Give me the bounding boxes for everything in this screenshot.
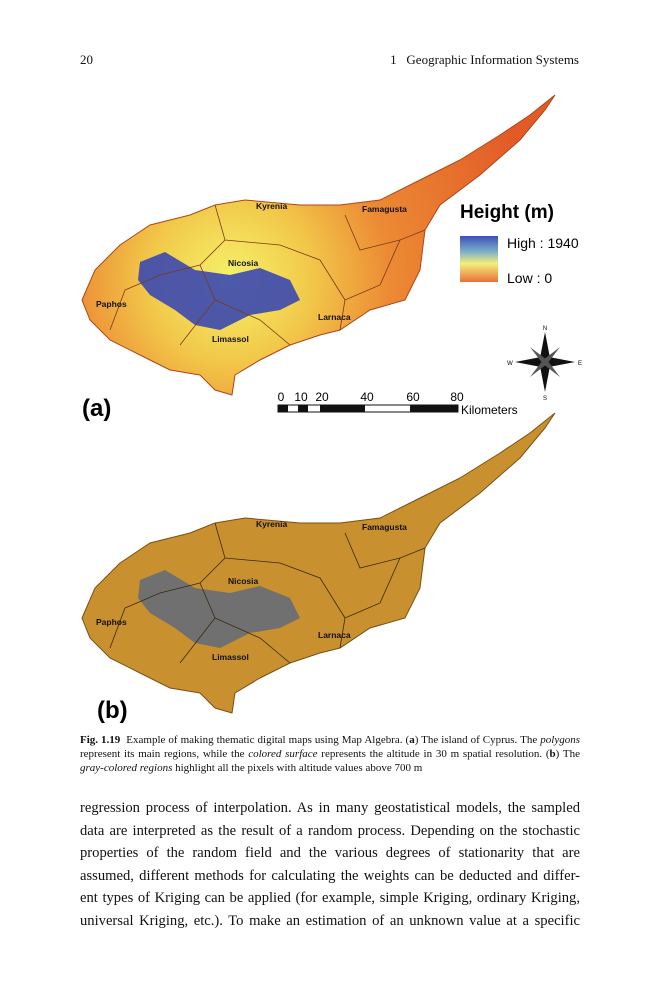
city-label: Larnaca [318, 630, 351, 640]
legend-low: Low : 0 [507, 270, 552, 286]
body-text: regression process of interpolation. As … [80, 797, 580, 933]
text-line: assumed, different methods for calculati… [80, 867, 580, 884]
text-line: properties of the random field and the v… [80, 845, 580, 862]
city-label: Kyrenia [256, 519, 287, 529]
caption-text: b [549, 748, 556, 760]
legend-high: High : 1940 [507, 235, 579, 251]
scale-unit: Kilometers [461, 403, 518, 417]
caption-text: polygons [540, 734, 580, 746]
legend-ramp [460, 236, 498, 282]
city-label: Famagusta [362, 204, 407, 214]
compass-n: N [543, 326, 547, 332]
caption-text: ) The island of Cyprus. The [414, 734, 541, 746]
caption-text: represents the altitude in 30 m spatial … [317, 748, 550, 760]
figure: Kyrenia Famagusta Nicosia Paphos Larnaca… [81, 94, 582, 724]
panel-label: (a) [82, 395, 111, 422]
compass-w: W [507, 361, 513, 367]
caption-text: highlight all the pixels with altitude v… [172, 762, 423, 774]
caption-label: Fig. 1.19 [80, 734, 121, 746]
map-a: Kyrenia Famagusta Nicosia Paphos Larnaca… [81, 94, 582, 422]
scale-tick: 60 [406, 390, 420, 404]
city-label: Nicosia [228, 576, 259, 586]
compass: N W E S [507, 326, 582, 402]
caption-text: a [409, 734, 415, 746]
map-b: Kyrenia Famagusta Nicosia Paphos Larnaca… [81, 412, 556, 724]
scale-bar: 0 10 20 40 60 80 Kilometers [277, 390, 518, 417]
legend-title: Height (m) [460, 202, 554, 223]
city-label: Kyrenia [256, 201, 287, 211]
city-label: Paphos [96, 299, 127, 309]
caption-text: represent its main regions, while the [80, 748, 249, 760]
caption-text: ) The [555, 748, 580, 760]
scale-tick: 40 [360, 390, 374, 404]
running-title: 1 Geographic Information Systems [390, 52, 579, 67]
city-label: Larnaca [318, 312, 351, 322]
panel-label: (b) [97, 697, 128, 724]
text-line: regression process of interpolation. As … [80, 800, 580, 816]
scale-tick: 0 [278, 390, 285, 404]
compass-e: E [578, 361, 582, 367]
island [81, 412, 556, 714]
scale-tick: 80 [450, 390, 464, 404]
city-label: Famagusta [362, 522, 407, 532]
text-line: ent types of Kriging can be applied (for… [80, 890, 580, 907]
city-label: Nicosia [228, 258, 259, 268]
page-number: 20 [80, 52, 93, 67]
text-line: data are interpreted as the result of a … [80, 822, 580, 839]
compass-s: S [543, 396, 547, 402]
city-label: Limassol [212, 652, 249, 662]
figure-caption: Fig. 1.19 Example of making thematic digi… [80, 733, 580, 775]
city-label: Paphos [96, 617, 127, 627]
text-line: universal Kriging, etc.). To make an est… [80, 912, 580, 929]
caption-text: Example of making thematic digital maps … [126, 734, 410, 746]
city-label: Limassol [212, 334, 249, 344]
scale-tick: 10 [294, 390, 308, 404]
scale-tick: 20 [315, 390, 329, 404]
caption-text: gray-colored regions [80, 762, 173, 774]
caption-text: colored surface [248, 748, 318, 760]
